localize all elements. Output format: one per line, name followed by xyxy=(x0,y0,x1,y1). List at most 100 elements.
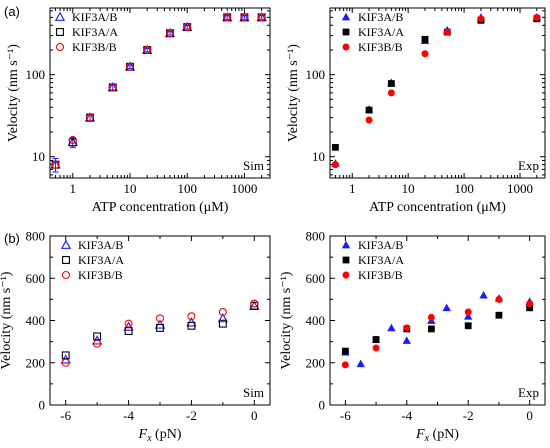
legend-marker xyxy=(342,256,350,264)
data-point xyxy=(218,307,227,317)
data-point xyxy=(372,344,380,352)
chart-atp-exp: 1 10 100 1000 10 100 ATP concentration (μM) Vel… xyxy=(286,7,546,215)
data-point xyxy=(155,314,165,323)
x-tick-label: 1000 xyxy=(231,181,257,196)
data-point xyxy=(372,336,380,343)
y-tick-label: 600 xyxy=(306,271,326,286)
legend-label: KIF3B/B xyxy=(78,268,123,282)
legend-label: KIF3A/B xyxy=(358,10,403,24)
panel-tag: Exp xyxy=(518,158,539,173)
y-tick-label: 400 xyxy=(26,313,46,328)
x-axis-label: Fx (pN) xyxy=(415,427,459,444)
data-point xyxy=(365,116,373,124)
data-point xyxy=(250,299,259,308)
chart-atp-sim: 1 10 100 1000 10 100 ATP concentration (μM) Vel… xyxy=(6,7,271,215)
legend-label: KIF3B/B xyxy=(358,268,403,282)
legend-marker xyxy=(54,11,66,21)
panel-label-b: (b) xyxy=(4,231,20,246)
data-point xyxy=(85,113,95,122)
x-tick-label: 10 xyxy=(123,181,136,196)
data-point xyxy=(526,300,534,308)
x-tick-label: 0 xyxy=(526,408,533,423)
data-point xyxy=(495,295,503,303)
legend-marker xyxy=(60,239,72,249)
series-kif3a-a xyxy=(341,304,534,355)
data-point xyxy=(331,161,339,169)
legend-marker xyxy=(342,28,350,36)
panel-label-a: (a) xyxy=(4,4,20,19)
series-kif3b-b xyxy=(341,295,534,369)
legend-label: KIF3A/A xyxy=(72,25,118,39)
data-point xyxy=(124,319,133,328)
series-kif3b-b xyxy=(51,13,266,169)
legend-label: KIF3A/A xyxy=(358,25,404,39)
chart-force-exp: -6 -4 -2 0 0 200 400 600 800 Fx (pN) Velocity (nm … xyxy=(279,229,546,444)
panel-tag: Sim xyxy=(243,158,264,173)
data-point xyxy=(365,106,373,114)
data-point xyxy=(421,50,429,58)
data-point xyxy=(143,45,152,55)
series-kif3a-b xyxy=(60,300,260,364)
x-tick-label: -2 xyxy=(186,408,197,423)
legend-marker xyxy=(62,256,70,264)
data-point xyxy=(387,89,395,97)
y-tick-label: 100 xyxy=(26,67,46,82)
y-axis-label: Velocity (nm s⁻¹) xyxy=(6,44,21,142)
data-point xyxy=(108,83,117,92)
legend-label: KIF3A/B xyxy=(78,238,123,252)
data-point xyxy=(495,311,503,319)
y-tick-label: 200 xyxy=(26,355,46,370)
y-axis-label: Velocity (nm s⁻¹) xyxy=(286,44,301,142)
data-point xyxy=(61,358,70,367)
legend-marker xyxy=(342,43,350,51)
data-point xyxy=(464,308,472,316)
x-tick-label: 1 xyxy=(349,181,356,196)
legend-label: KIF3A/A xyxy=(78,253,124,267)
x-axis-label: ATP concentration (μM) xyxy=(92,200,229,215)
data-point xyxy=(479,290,488,299)
data-point xyxy=(427,325,435,333)
chart-force-sim: -6 -4 -2 0 0 200 400 600 800 Fx (pN) Velocity (nm … xyxy=(0,229,271,444)
data-point xyxy=(477,15,485,23)
data-point xyxy=(332,143,339,151)
legend-label: KIF3B/B xyxy=(72,40,117,54)
x-tick-label: 1 xyxy=(70,181,77,196)
series-kif3b-b xyxy=(61,299,259,367)
data-point xyxy=(68,138,77,147)
legend-label: KIF3A/A xyxy=(358,253,404,267)
data-point xyxy=(442,303,451,312)
y-axis-label: Velocity (nm s⁻¹) xyxy=(0,271,14,369)
data-point xyxy=(51,160,60,169)
data-point xyxy=(187,312,196,321)
data-point xyxy=(156,323,164,332)
data-point xyxy=(223,13,232,22)
data-point xyxy=(402,336,411,344)
legend-marker xyxy=(342,271,350,279)
data-point xyxy=(533,13,541,21)
legend-label: KIF3B/B xyxy=(358,40,403,54)
y-tick-label: 400 xyxy=(306,313,326,328)
data-point xyxy=(257,13,266,22)
x-tick-label: -4 xyxy=(401,408,412,423)
y-tick-label: 800 xyxy=(306,229,326,244)
data-point xyxy=(387,80,395,87)
data-point xyxy=(183,23,192,32)
x-tick-label: 100 xyxy=(177,181,197,196)
data-point xyxy=(187,321,196,330)
data-point xyxy=(124,327,133,336)
y-tick-label: 100 xyxy=(306,67,326,82)
x-tick-label: -6 xyxy=(340,408,351,423)
series-kif3a-b xyxy=(50,12,267,173)
data-point xyxy=(93,339,102,348)
data-point xyxy=(240,13,249,22)
legend-label: KIF3A/B xyxy=(72,10,117,24)
data-point xyxy=(217,313,228,323)
data-point xyxy=(526,304,534,312)
y-tick-label: 10 xyxy=(32,149,45,164)
y-tick-label: 600 xyxy=(26,271,46,286)
x-tick-label: -6 xyxy=(60,408,71,423)
data-point xyxy=(341,347,349,355)
y-axis-label: Velocity (nm s⁻¹) xyxy=(279,271,294,369)
series-kif3a-a xyxy=(61,301,259,360)
